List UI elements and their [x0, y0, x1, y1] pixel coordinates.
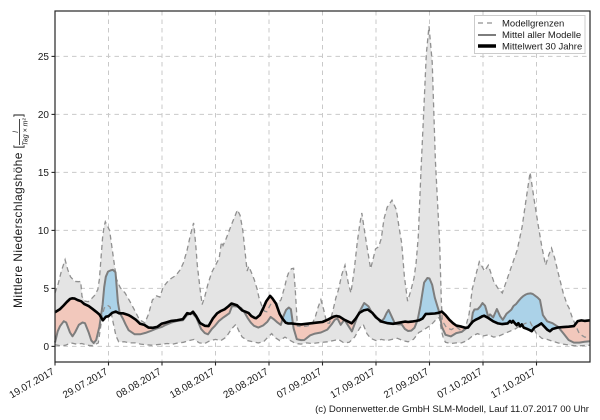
- svg-text:Tag × m²: Tag × m²: [23, 118, 30, 146]
- svg-text:20: 20: [38, 110, 50, 121]
- svg-text:Modellgrenzen: Modellgrenzen: [502, 19, 564, 30]
- svg-text:]: ]: [11, 114, 25, 117]
- svg-text:(c) Donnerwetter.de GmbH SLM-M: (c) Donnerwetter.de GmbH SLM-Modell, Lau…: [315, 404, 590, 415]
- svg-text:25: 25: [38, 52, 50, 63]
- svg-text:l: l: [13, 131, 20, 133]
- svg-text:15: 15: [38, 168, 50, 179]
- svg-text:0: 0: [43, 342, 49, 353]
- svg-text:Mittlere Niederschlagshöhe [: Mittlere Niederschlagshöhe [: [11, 144, 25, 308]
- svg-text:Mittel aller Modelle: Mittel aller Modelle: [502, 30, 581, 41]
- svg-text:Mittelwert 30 Jahre: Mittelwert 30 Jahre: [502, 42, 582, 53]
- svg-text:10: 10: [38, 226, 50, 237]
- svg-text:5: 5: [43, 284, 49, 295]
